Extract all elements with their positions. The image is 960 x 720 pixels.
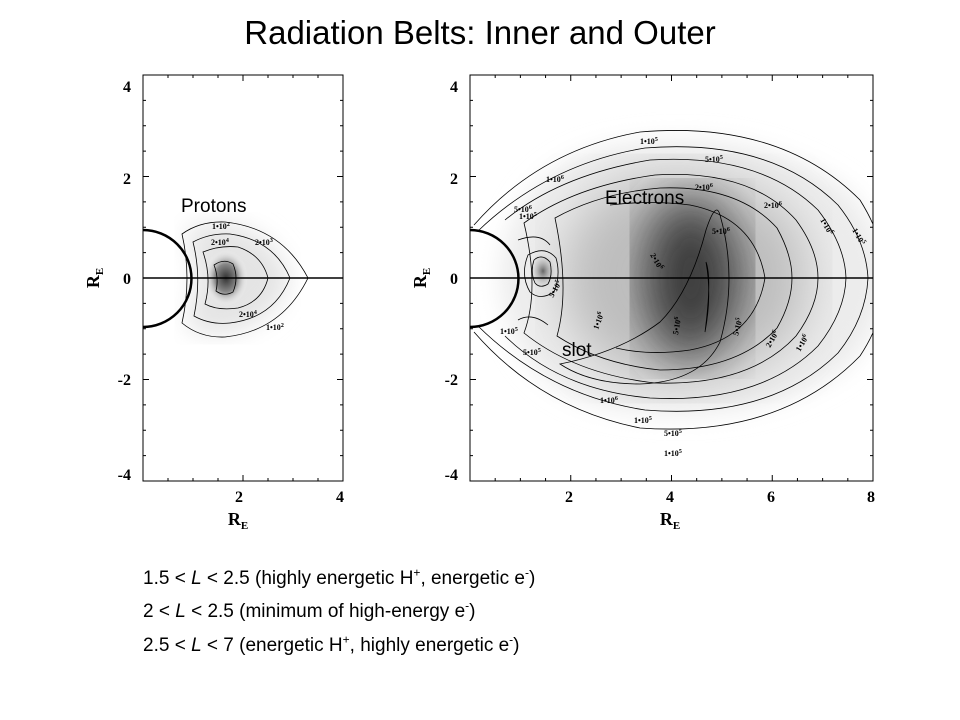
right-xtick-label: 4 <box>666 489 674 506</box>
right-ytick-label: -2 <box>445 372 458 389</box>
contour-label: 5•105 <box>523 348 541 357</box>
contour-label: 1•106 <box>600 396 618 405</box>
right-x-axis-label: RE <box>660 509 680 532</box>
proton-contours <box>181 221 309 338</box>
left-ytick-label: -4 <box>118 467 131 484</box>
slot-label: slot <box>562 340 592 361</box>
contour-label: 2•106 <box>695 183 713 192</box>
right-ytick-label: 4 <box>450 79 458 96</box>
contour-label: 5•106 <box>671 316 683 335</box>
contour-label: 1•105 <box>634 416 652 425</box>
right-panel: 4 2 0 -2 -4 2 4 6 8 RE RE Electrons slot… <box>410 74 875 532</box>
right-y-axis-label: RE <box>410 268 433 288</box>
contour-label: 2•106 <box>764 201 782 210</box>
left-ytick-label: 4 <box>123 79 131 96</box>
right-tick-marks <box>469 74 874 482</box>
right-xtick-label: 2 <box>565 489 573 506</box>
right-ytick-label: 2 <box>450 171 458 188</box>
contour-label: 5•105 <box>664 429 682 438</box>
left-xtick-label: 4 <box>336 489 344 506</box>
contour-label: 1•105 <box>640 137 658 146</box>
left-y-axis-label: RE <box>83 268 106 288</box>
contour-label: 5•105 <box>705 155 723 164</box>
right-xtick-label: 6 <box>767 489 775 506</box>
left-ytick-label: 2 <box>123 171 131 188</box>
right-xtick-label: 8 <box>867 489 875 506</box>
contour-label: 2•103 <box>255 238 273 247</box>
left-panel: 4 2 0 -2 -4 2 4 RE RE Protons 1•102 2•10… <box>83 74 344 532</box>
right-ytick-label: -4 <box>445 467 458 484</box>
slide-title: Radiation Belts: Inner and Outer <box>244 14 716 51</box>
contour-label: 5•106 <box>712 227 730 236</box>
left-x-axis-label: RE <box>228 509 248 532</box>
contour-label: 1•102 <box>266 323 284 332</box>
protons-label: Protons <box>181 196 246 217</box>
contour-label: 5•105 <box>731 317 744 337</box>
contour-label: 1•102 <box>212 222 230 231</box>
contour-label: 1•105 <box>500 327 518 336</box>
contour-label: 1•105 <box>519 212 537 221</box>
contour-label: 1•105 <box>664 449 682 458</box>
right-ytick-label: 0 <box>450 271 458 288</box>
contour-label: 2•104 <box>239 310 257 319</box>
left-xtick-label: 2 <box>235 489 243 506</box>
left-ytick-label: 0 <box>123 271 131 288</box>
bullet-inner-belt: 1.5 < L < 2.5 (highly energetic H+, ener… <box>143 565 536 589</box>
left-tick-marks <box>142 74 344 482</box>
electrons-label: Electrons <box>605 188 684 209</box>
contour-label: 1•106 <box>546 175 564 184</box>
bullet-slot-region: 2 < L < 2.5 (minimum of high-energy e-) <box>143 598 476 622</box>
bullet-outer-belt: 2.5 < L < 7 (energetic H+, highly energe… <box>143 632 520 656</box>
contour-label: 2•104 <box>211 238 229 247</box>
left-ytick-label: -2 <box>118 372 131 389</box>
contour-label: 5•106 <box>514 205 532 214</box>
